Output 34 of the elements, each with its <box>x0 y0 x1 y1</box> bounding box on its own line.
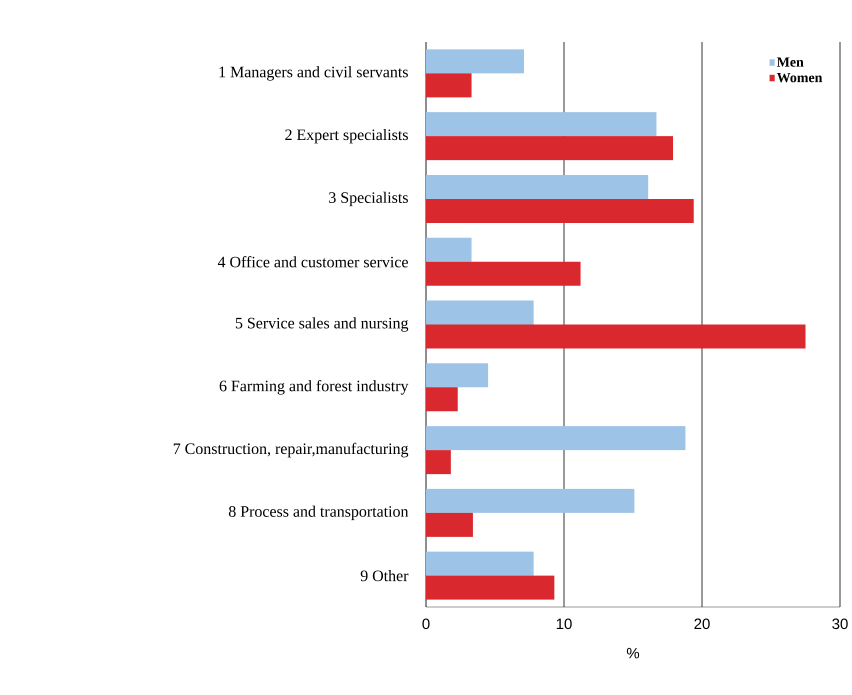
legend-label: Women <box>776 72 822 82</box>
x-axis-title: % <box>626 648 640 658</box>
bar <box>426 136 674 160</box>
bar <box>426 198 694 223</box>
bar <box>426 238 472 262</box>
y-tick-label: 8 Process and transportation <box>228 506 408 520</box>
y-tick-label: 9 Other <box>360 570 408 582</box>
bar <box>426 426 686 450</box>
y-tick-label: 2 Expert specialists <box>285 128 408 144</box>
bar <box>426 387 458 412</box>
x-tick-label: 30 <box>832 618 848 630</box>
bar <box>426 174 648 199</box>
x-tick-label: 0 <box>422 618 430 630</box>
x-tick-label: 20 <box>694 618 710 630</box>
legend-label: Men <box>776 57 804 67</box>
bar <box>426 450 451 474</box>
x-tick-label: 10 <box>556 618 572 630</box>
bar <box>426 262 581 286</box>
y-tick-label: 3 Specialists <box>329 192 408 206</box>
y-tick-label: 4 Office and customer service <box>218 256 408 268</box>
y-tick-label: 7 Construction, repair,manufacturing <box>174 442 408 458</box>
bar <box>426 49 524 74</box>
bar <box>426 363 488 388</box>
bar <box>426 300 534 325</box>
bar <box>426 576 554 600</box>
bar <box>426 488 634 513</box>
bar <box>426 112 656 136</box>
bar <box>426 512 473 537</box>
y-tick-label: 5 Service sales and nursing <box>236 317 408 332</box>
bar <box>426 73 472 98</box>
bar <box>426 552 534 576</box>
y-tick-label: 6 Farming and forest industry <box>220 380 408 395</box>
bar <box>426 324 806 349</box>
y-tick-label: 1 Managers and civil servants <box>220 66 408 81</box>
